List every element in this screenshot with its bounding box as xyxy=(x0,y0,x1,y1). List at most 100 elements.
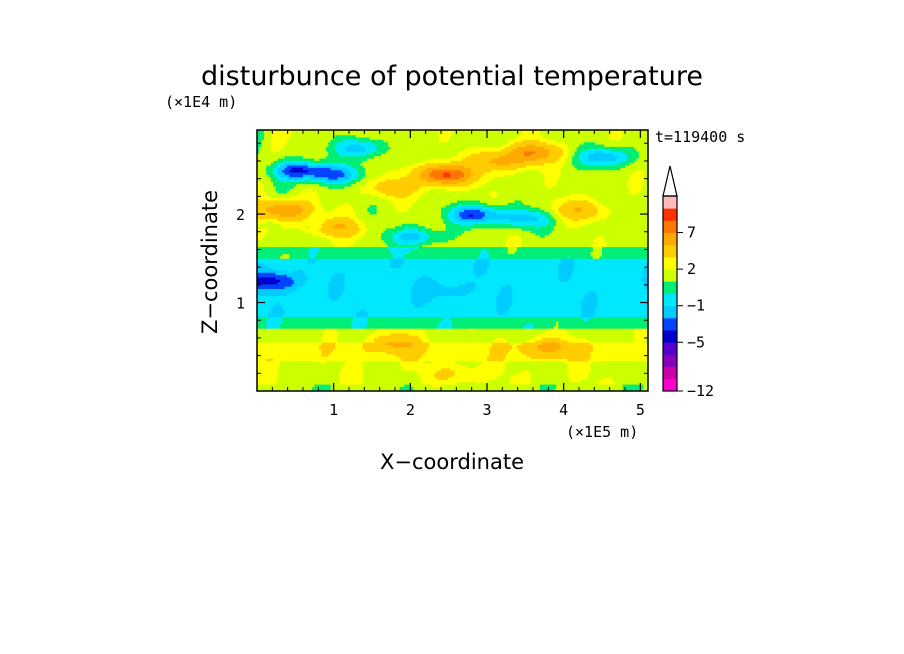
contour-cell xyxy=(530,374,569,378)
contour-cell xyxy=(388,148,465,152)
contour-cell xyxy=(579,157,589,161)
contour-cell xyxy=(572,157,580,161)
x-tick-label: 5 xyxy=(636,401,645,419)
contour-cell xyxy=(424,239,449,243)
contour-cell xyxy=(401,223,419,227)
contour-cell xyxy=(381,237,394,241)
contour-cell xyxy=(314,209,325,213)
contour-cell xyxy=(523,325,534,329)
contour-cell xyxy=(424,162,497,166)
colorbar-segment xyxy=(663,281,677,294)
contour-cell xyxy=(597,206,610,210)
contour-cell xyxy=(257,260,309,264)
contour-cell xyxy=(362,379,421,383)
contour-cell xyxy=(427,349,490,352)
contour-cell xyxy=(583,295,598,299)
contour-cell xyxy=(413,386,541,390)
contour-cell xyxy=(367,227,387,231)
contour-cell xyxy=(328,295,341,299)
contour-cell xyxy=(420,374,435,378)
contour-cell xyxy=(257,288,297,292)
contour-cell xyxy=(595,204,608,208)
contour-cell xyxy=(337,337,366,341)
contour-cell xyxy=(477,178,490,182)
contour-cell xyxy=(567,367,592,371)
contour-cell xyxy=(365,183,378,187)
contour-cell xyxy=(539,130,610,133)
contour-cell xyxy=(542,171,562,175)
contour-cell xyxy=(556,321,559,325)
contour-cell xyxy=(307,164,339,168)
contour-cell xyxy=(498,311,506,315)
contour-cell xyxy=(374,337,421,341)
contour-cell xyxy=(602,246,648,250)
contour-cell xyxy=(480,199,516,203)
contour-cell xyxy=(546,223,557,227)
contour-cell xyxy=(312,188,362,192)
contour-cell xyxy=(385,241,398,245)
contour-cell xyxy=(266,167,274,171)
contour-cell xyxy=(397,241,419,245)
contour-cell xyxy=(390,262,403,266)
contour-cell xyxy=(328,288,345,292)
contour-cell xyxy=(309,255,316,259)
contour-cell xyxy=(510,234,520,238)
contour-cell xyxy=(346,225,359,229)
contour-cell xyxy=(367,321,440,325)
contour-cell xyxy=(466,293,500,297)
contour-cell xyxy=(567,199,589,203)
contour-cell xyxy=(583,318,589,322)
contour-cell xyxy=(484,211,497,215)
colorbar: −12−5−127 xyxy=(662,165,714,400)
contour-cell xyxy=(592,360,648,364)
contour-cell xyxy=(330,351,387,355)
contour-cell xyxy=(319,195,380,199)
contour-cell xyxy=(277,218,304,222)
contour-cell xyxy=(277,157,316,161)
contour-cell xyxy=(395,225,426,229)
contour-cell xyxy=(473,267,488,271)
contour-cell xyxy=(392,253,405,257)
contour-cell xyxy=(330,297,339,301)
contour-cell xyxy=(549,211,557,215)
contour-cell xyxy=(335,206,355,210)
contour-cell xyxy=(443,220,454,224)
contour-cell xyxy=(305,279,332,283)
contour-cell xyxy=(487,181,546,185)
contour-cell xyxy=(259,150,274,154)
contour-cell xyxy=(503,372,518,376)
contour-cell xyxy=(454,211,460,215)
contour-cell xyxy=(257,328,327,332)
contour-cell xyxy=(422,328,470,332)
contour-cell xyxy=(505,363,569,366)
contour-cell xyxy=(567,150,575,154)
contour-cell xyxy=(344,174,352,178)
contour-cell xyxy=(257,148,260,152)
contour-cell xyxy=(257,370,279,373)
contour-cell xyxy=(551,213,559,217)
contour-cell xyxy=(576,148,587,152)
contour-cell xyxy=(645,265,648,269)
contour-cell xyxy=(257,162,272,166)
contour-cell xyxy=(569,255,594,259)
contour-cell xyxy=(390,260,405,264)
contour-cell xyxy=(369,192,387,196)
contour-cell xyxy=(542,349,557,352)
contour-cell xyxy=(590,195,648,199)
contour-cell xyxy=(362,160,421,164)
contour-cell xyxy=(282,316,355,320)
contour-cell xyxy=(257,204,274,208)
contour-cell xyxy=(270,195,293,199)
contour-cell xyxy=(572,274,644,278)
contour-cell xyxy=(374,339,424,343)
contour-cell xyxy=(558,267,575,271)
contour-cell xyxy=(270,141,288,145)
contour-cell xyxy=(362,344,394,348)
contour-cell xyxy=(420,337,431,341)
contour-cell xyxy=(293,279,306,283)
contour-cell xyxy=(257,325,267,329)
contour-cell xyxy=(507,309,582,313)
contour-cell xyxy=(436,295,497,299)
contour-cell xyxy=(581,160,624,164)
contour-cell xyxy=(257,132,265,136)
